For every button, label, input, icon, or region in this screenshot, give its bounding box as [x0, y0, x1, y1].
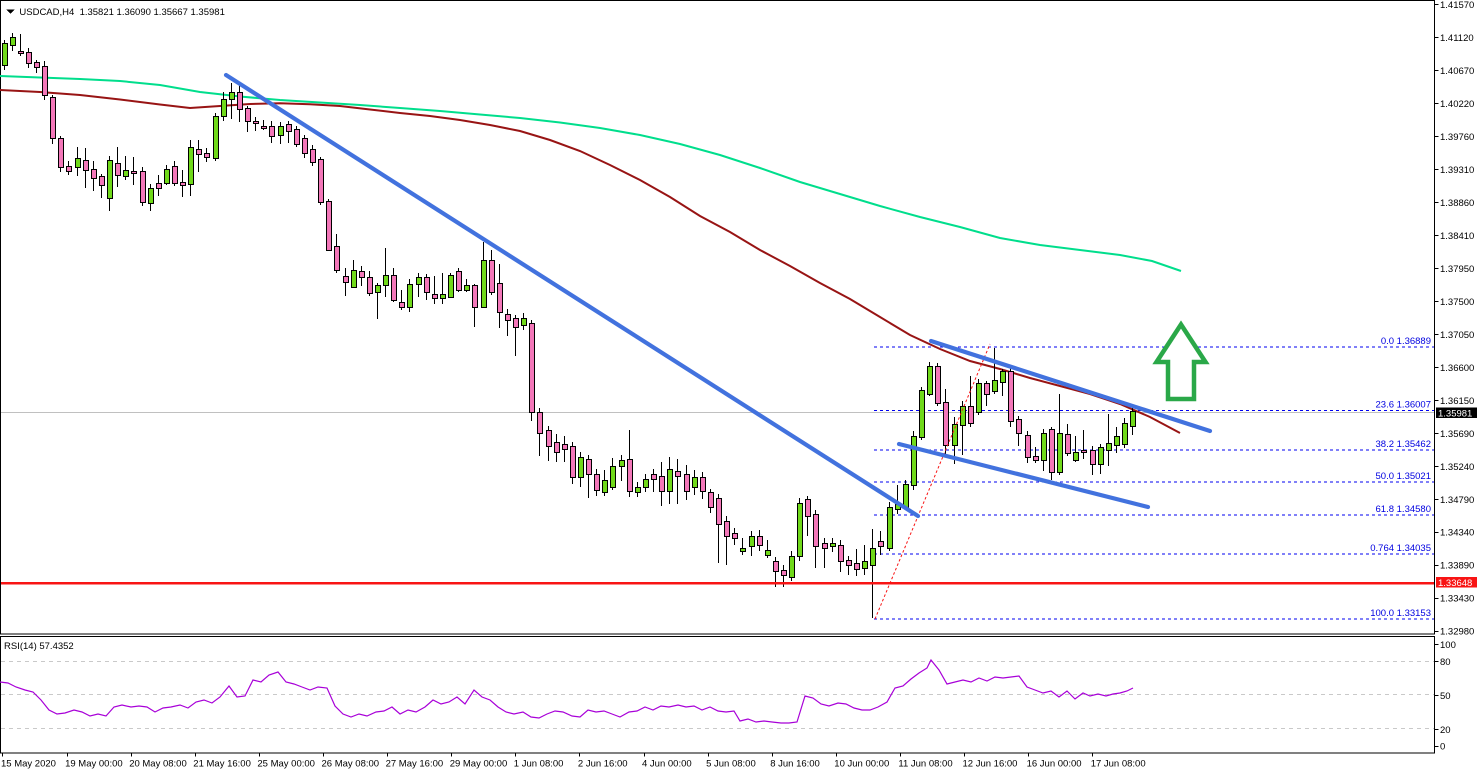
svg-text:0: 0 [1440, 741, 1445, 752]
svg-text:17 Jun 08:00: 17 Jun 08:00 [1091, 759, 1146, 770]
svg-text:50: 50 [1440, 691, 1451, 702]
svg-text:1.35690: 1.35690 [1440, 429, 1474, 440]
svg-text:19 May 00:00: 19 May 00:00 [65, 759, 123, 770]
svg-text:38.2 1.35462: 38.2 1.35462 [1376, 439, 1431, 450]
svg-text:0.0 1.36889: 0.0 1.36889 [1381, 336, 1431, 347]
svg-text:1.33430: 1.33430 [1440, 594, 1474, 605]
svg-text:16 Jun 00:00: 16 Jun 00:00 [1027, 759, 1082, 770]
svg-text:1.40220: 1.40220 [1440, 99, 1474, 110]
svg-text:1.35981: 1.35981 [1438, 408, 1472, 419]
svg-text:26 May 08:00: 26 May 08:00 [322, 759, 380, 770]
svg-text:23.6 1.36007: 23.6 1.36007 [1376, 400, 1431, 411]
svg-text:21 May 16:00: 21 May 16:00 [193, 759, 251, 770]
svg-text:10 Jun 00:00: 10 Jun 00:00 [834, 759, 889, 770]
svg-text:1.36600: 1.36600 [1440, 363, 1474, 374]
svg-text:8 Jun 16:00: 8 Jun 16:00 [770, 759, 820, 770]
svg-text:4 Jun 00:00: 4 Jun 00:00 [642, 759, 692, 770]
svg-text:1.33648: 1.33648 [1438, 578, 1472, 589]
svg-text:1.41570: 1.41570 [1440, 0, 1474, 11]
svg-text:12 Jun 16:00: 12 Jun 16:00 [963, 759, 1018, 770]
svg-text:20: 20 [1440, 725, 1451, 736]
svg-text:1.36150: 1.36150 [1440, 396, 1474, 407]
svg-text:27 May 16:00: 27 May 16:00 [386, 759, 444, 770]
svg-text:1.33890: 1.33890 [1440, 561, 1474, 572]
svg-text:29 May 00:00: 29 May 00:00 [450, 759, 508, 770]
svg-text:61.8 1.34580: 61.8 1.34580 [1376, 504, 1431, 515]
svg-text:1.37500: 1.37500 [1440, 297, 1474, 308]
svg-text:20 May 08:00: 20 May 08:00 [129, 759, 187, 770]
svg-text:USDCAD,H4 1.35821 1.36090 1.3: USDCAD,H4 1.35821 1.36090 1.35667 1.3598… [19, 7, 224, 18]
svg-text:50.0 1.35021: 50.0 1.35021 [1376, 471, 1431, 482]
svg-text:1.39760: 1.39760 [1440, 132, 1474, 143]
svg-text:1.34790: 1.34790 [1440, 495, 1474, 506]
svg-text:15 May 2020: 15 May 2020 [1, 759, 56, 770]
svg-text:1.37050: 1.37050 [1440, 330, 1474, 341]
svg-text:1.38410: 1.38410 [1440, 231, 1474, 242]
svg-text:1.39310: 1.39310 [1440, 165, 1474, 176]
svg-text:11 Jun 08:00: 11 Jun 08:00 [898, 759, 952, 770]
svg-text:1.37950: 1.37950 [1440, 264, 1474, 275]
svg-text:1.41120: 1.41120 [1440, 33, 1474, 44]
svg-text:1.40670: 1.40670 [1440, 66, 1474, 77]
svg-text:2 Jun 16:00: 2 Jun 16:00 [578, 759, 628, 770]
svg-text:25 May 00:00: 25 May 00:00 [257, 759, 315, 770]
svg-text:1 Jun 08:00: 1 Jun 08:00 [514, 759, 564, 770]
svg-text:1.32980: 1.32980 [1440, 627, 1474, 638]
svg-text:80: 80 [1440, 657, 1451, 668]
svg-text:1.35240: 1.35240 [1440, 462, 1474, 473]
svg-text:100.0 1.33153: 100.0 1.33153 [1370, 608, 1431, 619]
svg-text:1.34340: 1.34340 [1440, 528, 1474, 539]
svg-text:100: 100 [1440, 640, 1456, 651]
svg-text:RSI(14) 57.4352: RSI(14) 57.4352 [4, 641, 74, 652]
svg-text:1.38860: 1.38860 [1440, 198, 1474, 209]
svg-text:5 Jun 08:00: 5 Jun 08:00 [706, 759, 756, 770]
svg-text:0.764 1.34035: 0.764 1.34035 [1370, 543, 1431, 554]
